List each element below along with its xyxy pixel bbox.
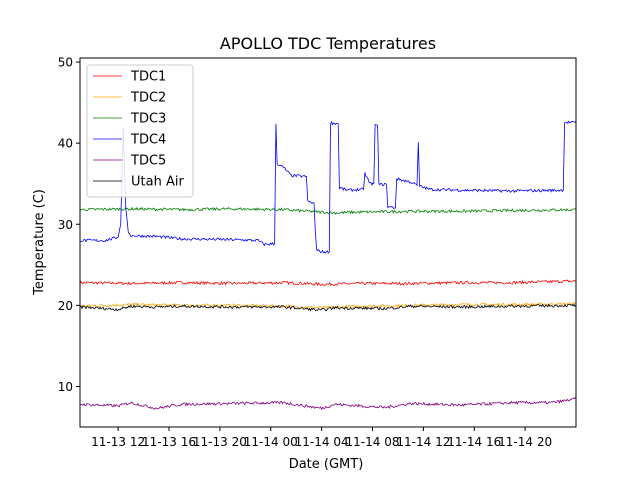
series-line-utah-air [80,303,576,312]
series-line-tdc4 [80,120,576,254]
x-tick-label: 11-13 16 [142,435,196,449]
legend: TDC1 TDC2 TDC3 TDC4 TDC5 Utah Air [86,64,194,198]
legend-label: TDC2 [130,91,166,106]
y-tick-label: 20 [58,299,73,313]
x-tick-label: 11-14 16 [447,435,501,449]
x-tick-label: 11-14 08 [346,435,400,449]
plot-frame [79,57,577,428]
y-axis: 10 20 30 40 50 [58,56,80,394]
y-axis-label: Temperature (C) [32,189,47,296]
series-line-tdc5 [80,397,576,411]
y-tick-label: 40 [58,137,73,151]
legend-label: TDC3 [130,112,166,127]
legend-label: TDC4 [130,133,166,148]
x-axis-label: Date (GMT) [289,457,364,472]
y-tick-label: 10 [58,380,73,394]
series-line-tdc1 [80,279,576,287]
series-line-tdc2 [80,301,576,310]
y-tick-label: 50 [58,56,73,70]
x-tick-label: 11-14 04 [295,435,349,449]
x-tick-label: 11-14 20 [498,435,552,449]
legend-label: Utah Air [131,175,184,190]
legend-box [86,64,194,198]
chart-title: APOLLO TDC Temperatures [220,34,436,53]
x-tick-label: 11-14 00 [244,435,298,449]
series-layer [80,120,576,411]
x-tick-label: 11-13 12 [91,435,145,449]
plot-area [79,57,577,428]
x-tick-label: 11-13 20 [193,435,247,449]
x-tick-label: 11-14 12 [396,435,450,449]
series-line-tdc3 [80,206,576,215]
legend-label: TDC5 [130,154,166,169]
legend-label: TDC1 [130,70,166,85]
y-tick-label: 30 [58,218,73,232]
